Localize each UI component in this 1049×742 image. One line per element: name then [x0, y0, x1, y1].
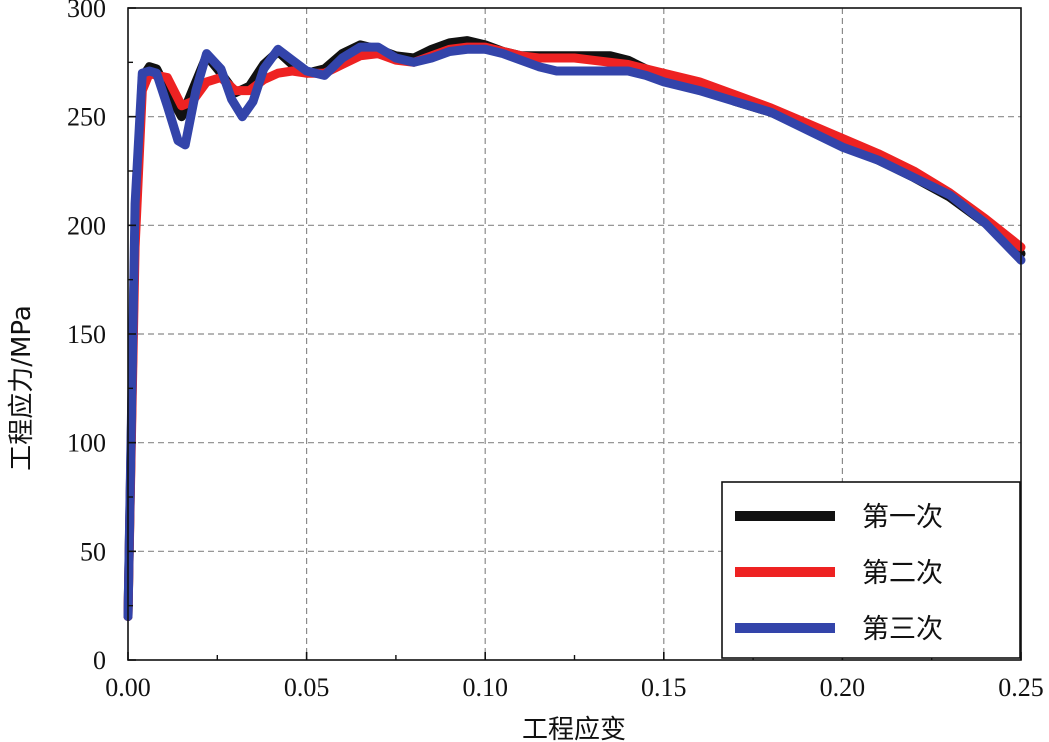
y-tick-label: 0 [93, 646, 106, 675]
y-tick-label: 250 [67, 103, 106, 132]
y-tick-label: 100 [67, 429, 106, 458]
y-tick-label: 200 [67, 211, 106, 240]
series-line-3 [123, 42, 1026, 621]
x-tick-label: 0.25 [998, 673, 1044, 702]
x-tick-label: 0.00 [105, 673, 151, 702]
y-tick-label: 50 [80, 537, 106, 566]
x-tick-label: 0.05 [284, 673, 330, 702]
y-axis-label: 工程应力/MPa [7, 305, 37, 471]
series-group [123, 36, 1026, 621]
legend-label-2: 第二次 [862, 558, 943, 589]
x-tick-labels: 0.00 0.05 0.10 0.15 0.20 0.25 [105, 673, 1044, 702]
y-tick-label: 300 [67, 0, 106, 23]
y-tick-label: 150 [67, 320, 106, 349]
y-tick-labels: 0 50 100 150 200 250 300 [67, 0, 106, 675]
legend-label-1: 第一次 [862, 502, 943, 533]
x-tick-label: 0.10 [462, 673, 508, 702]
x-tick-label: 0.20 [820, 673, 866, 702]
x-axis-label: 工程应变 [522, 715, 626, 742]
legend-label-3: 第三次 [862, 614, 943, 645]
x-tick-label: 0.15 [641, 673, 687, 702]
